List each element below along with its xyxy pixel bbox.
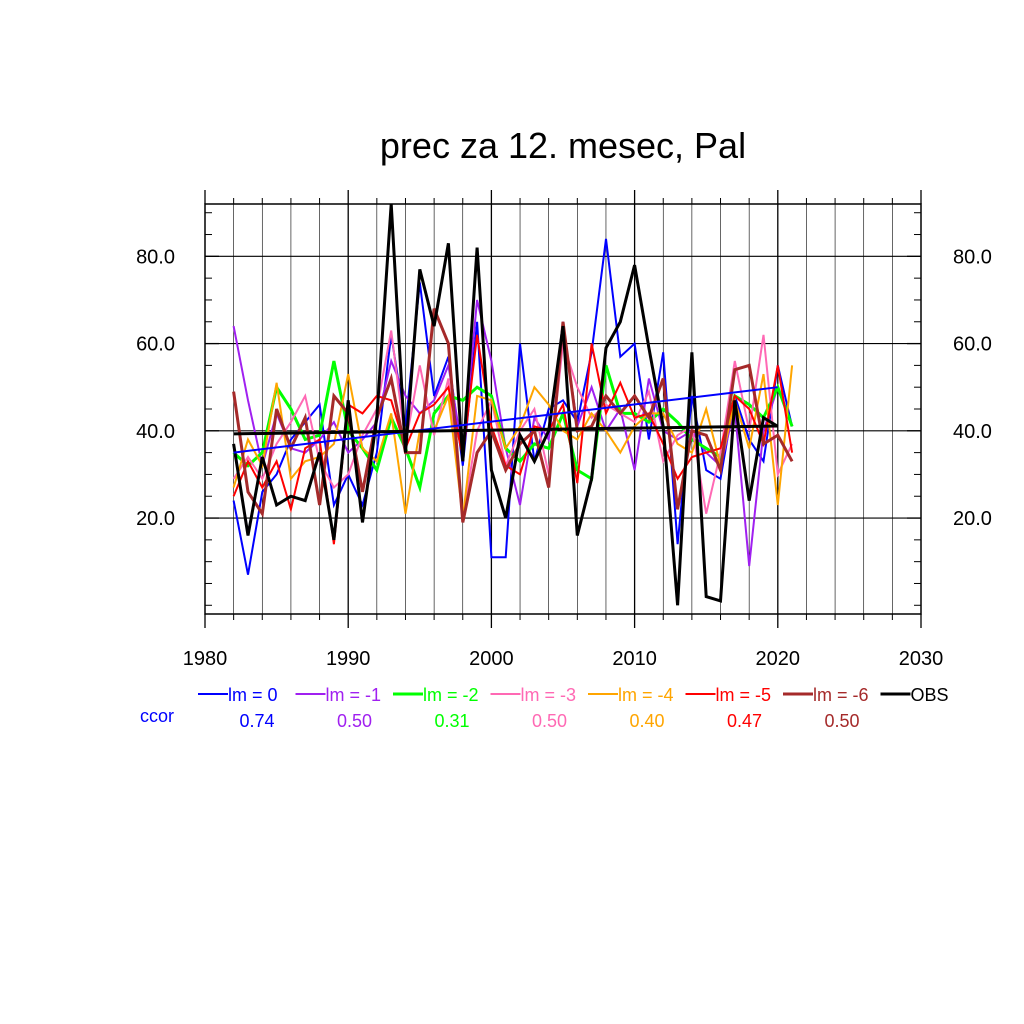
chart-title: prec za 12. mesec, Pal (380, 125, 746, 166)
legend-label: lm = -3 (521, 685, 577, 705)
series-line-lm-0 (232, 238, 794, 575)
y-tick-label-right: 40.0 (953, 421, 992, 443)
legend-ccor-value: 0.40 (629, 711, 664, 731)
x-tick-label: 2030 (899, 648, 944, 670)
legend-ccor-value: 0.74 (239, 711, 274, 731)
x-tick-label: 2000 (469, 648, 514, 670)
x-tick-label: 2010 (612, 648, 657, 670)
trend-line (233, 424, 778, 436)
legend-label: lm = -6 (813, 685, 869, 705)
legend-label: lm = -1 (326, 685, 382, 705)
legend-label: lm = -5 (716, 685, 772, 705)
series-line-obs (232, 203, 779, 606)
ccor-label: ccor (140, 706, 174, 726)
trend-lines (233, 386, 778, 454)
legend-ccor-value: 0.31 (434, 711, 469, 731)
series-line-lm-6 (232, 308, 794, 523)
y-tick-label-left: 20.0 (136, 508, 175, 530)
y-tick-label-right: 60.0 (953, 334, 992, 356)
legend: ccor lm = 0 0.74 lm = -1 0.50 lm = -2 0.31 lm =… (140, 685, 949, 731)
y-tick-label-left: 60.0 (136, 334, 175, 356)
trend-line (233, 386, 778, 454)
legend-label: lm = -4 (618, 685, 674, 705)
legend-ccor-value: 0.47 (727, 711, 762, 731)
y-tick-label-right: 80.0 (953, 246, 992, 268)
legend-label: lm = -2 (423, 685, 479, 705)
y-tick-label-left: 80.0 (136, 246, 175, 268)
x-tick-label: 1990 (326, 648, 371, 670)
legend-ccor-value: 0.50 (337, 711, 372, 731)
x-tick-label: 2020 (756, 648, 801, 670)
series-lines (232, 203, 794, 606)
axes: 1980 1990 2000 2010 2020 2030 20.0 20.0 40.0 40.0… (136, 190, 992, 670)
legend-ccor-value: 0.50 (532, 711, 567, 731)
y-tick-label-left: 40.0 (136, 421, 175, 443)
legend-label: lm = 0 (228, 685, 278, 705)
legend-label: OBS (911, 685, 949, 705)
y-tick-label-right: 20.0 (953, 508, 992, 530)
legend-ccor-value: 0.50 (824, 711, 859, 731)
x-tick-label: 1980 (183, 648, 228, 670)
